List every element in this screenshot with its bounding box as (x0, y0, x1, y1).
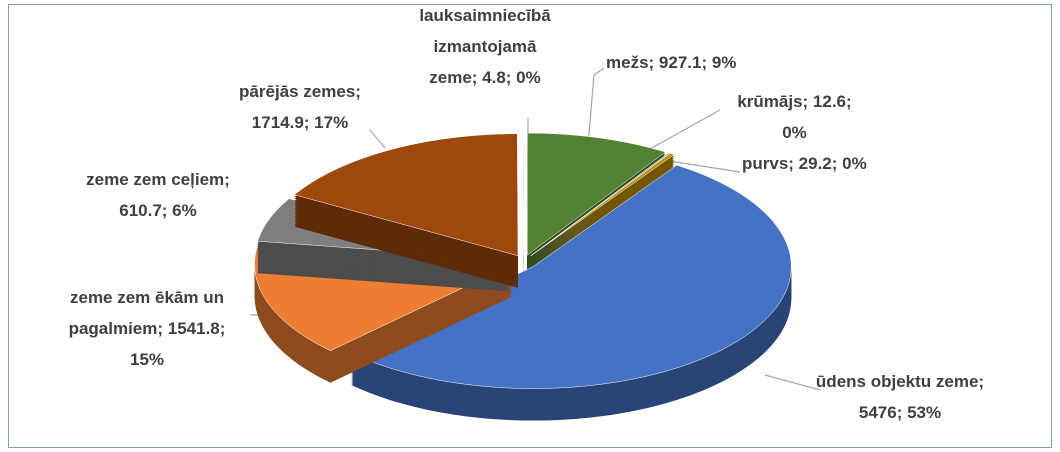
data-label: ūdens objektu zeme; 5476; 53% (815, 372, 985, 422)
data-label: krūmājs; 12.6; 0% (737, 92, 852, 142)
slice-top (522, 132, 525, 255)
slice-side (530, 165, 675, 268)
slice-top (530, 153, 675, 257)
slice-top (350, 164, 792, 389)
leader-line (764, 374, 821, 391)
slice-top (293, 133, 519, 257)
slice-side (530, 157, 675, 260)
slice (522, 132, 525, 287)
data-label: zeme zem ēkām un pagalmiem; 1541.8; 15% (68, 288, 226, 369)
data-label: purvs; 29.2; 0% (742, 154, 867, 173)
leader-line (587, 67, 605, 146)
data-label: pārējās zemes; 1714.9; 17% (239, 82, 361, 132)
slice-side (530, 161, 675, 264)
slice-side (530, 155, 675, 258)
slice-side (530, 159, 675, 262)
leader-line (369, 129, 386, 149)
data-label: mežs; 927.1; 9% (606, 53, 737, 72)
slice (350, 164, 792, 421)
data-label: zeme zem ceļiem; 610.7; 6% (86, 170, 230, 220)
slice-top (527, 132, 666, 256)
slice (293, 133, 519, 288)
data-label: lauksaimniecībā izmantojamā zeme; 4.8; 0… (419, 6, 551, 87)
slice-side (530, 163, 675, 266)
chart-frame (8, 4, 1052, 448)
leader-line (647, 109, 721, 151)
